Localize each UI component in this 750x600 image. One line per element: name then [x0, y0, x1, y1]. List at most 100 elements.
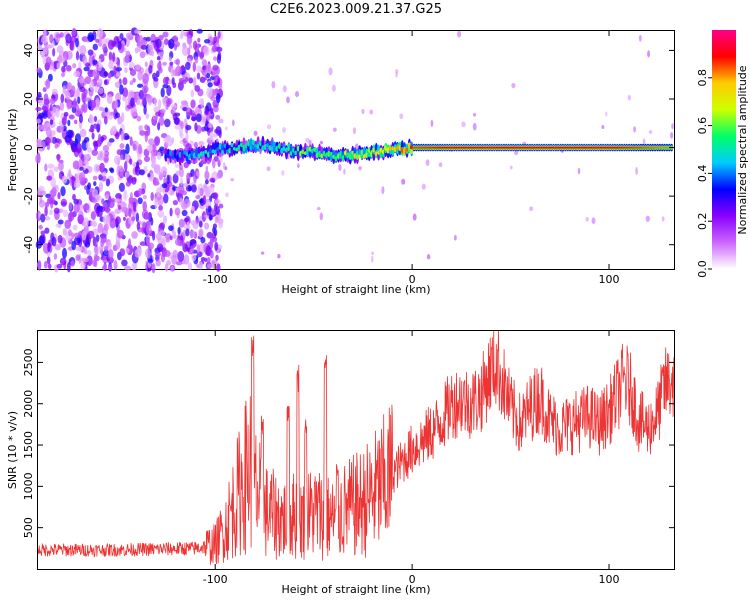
- heatmap-cell: [168, 38, 175, 50]
- heatmap-cell: [199, 51, 204, 60]
- heatmap-cell: [66, 99, 71, 110]
- heatmap-cell: [632, 146, 636, 149]
- heatmap-cell: [232, 147, 237, 151]
- heatmap-cell: [177, 251, 185, 262]
- heatmap-cell: [158, 205, 163, 211]
- heatmap-cell: [129, 68, 137, 77]
- heatmap-cell: [216, 263, 221, 272]
- heatmap-cell: [191, 254, 197, 262]
- heatmap-cell: [145, 113, 150, 119]
- heatmap-cell: [171, 254, 178, 265]
- heatmap-cell: [665, 146, 669, 149]
- heatmap-cell: [122, 216, 127, 221]
- heatmap-cell: [181, 209, 188, 217]
- heatmap-cell: [146, 144, 153, 152]
- heatmap-cell: [190, 116, 197, 121]
- heatmap-cell: [431, 146, 435, 149]
- heatmap-cell: [266, 124, 272, 130]
- heatmap-cell: [237, 144, 241, 150]
- heatmap-cell: [156, 151, 162, 160]
- colorbar-tick-label: 0.8: [696, 69, 709, 87]
- heatmap-cell: [104, 150, 110, 157]
- heatmap-cell: [301, 149, 305, 154]
- heatmap-cell: [87, 182, 92, 190]
- heatmap-cell: [275, 145, 279, 152]
- heatmap-cell: [179, 197, 184, 206]
- heatmap-cell: [313, 147, 317, 152]
- heatmap-cell: [192, 40, 198, 50]
- heatmap-cell: [141, 96, 146, 106]
- heatmap-cell: [84, 97, 91, 102]
- heatmap-cell: [138, 169, 145, 176]
- heatmap-cell: [134, 47, 139, 54]
- heatmap-cell: [386, 147, 390, 154]
- heatmap-cell: [39, 195, 43, 204]
- heatmap-cell: [492, 146, 496, 149]
- heatmap-cell: [200, 256, 206, 262]
- heatmap-cell: [56, 45, 64, 54]
- heatmap-cell: [139, 51, 146, 59]
- heatmap-cell: [129, 191, 133, 203]
- heatmap-cell: [339, 151, 343, 157]
- heatmap-cell: [662, 146, 667, 149]
- figure-title: C2E6.2023.009.21.37.G25: [270, 2, 442, 17]
- heatmap-cell: [57, 234, 63, 244]
- heatmap-cell: [320, 153, 324, 159]
- heatmap-cell: [613, 146, 617, 149]
- heatmap-cell: [188, 185, 192, 192]
- heatmap-cell: [353, 153, 357, 159]
- heatmap-cell: [92, 228, 100, 235]
- heatmap-cell: [124, 67, 128, 74]
- heatmap-cell: [55, 223, 62, 228]
- y-tick-label: 500: [22, 517, 35, 538]
- heatmap-cell: [183, 198, 191, 208]
- heatmap-cell: [587, 146, 591, 149]
- heatmap-cell: [596, 146, 601, 149]
- heatmap-cell: [466, 146, 470, 149]
- heatmap-cell: [537, 146, 541, 149]
- heatmap-cell: [93, 181, 97, 187]
- heatmap-cell: [205, 186, 211, 197]
- heatmap-cell: [195, 170, 200, 177]
- heatmap-cell: [45, 78, 51, 90]
- heatmap-cell: [331, 84, 336, 92]
- heatmap-cell: [64, 91, 71, 100]
- heatmap-cell: [53, 166, 59, 172]
- heatmap-cell: [277, 143, 281, 149]
- heatmap-cell: [661, 216, 665, 222]
- heatmap-cell: [224, 166, 228, 171]
- heatmap-cell: [218, 203, 224, 209]
- heatmap-cell: [44, 44, 48, 55]
- heatmap-cell: [154, 136, 161, 146]
- heatmap-cell: [123, 161, 128, 172]
- heatmap-cell: [76, 87, 81, 99]
- heatmap-cell: [179, 132, 184, 139]
- heatmap-cell: [52, 48, 56, 57]
- heatmap-cell: [211, 158, 216, 169]
- heatmap-cell: [56, 153, 60, 162]
- heatmap-cell: [92, 59, 98, 65]
- heatmap-cell: [158, 117, 165, 126]
- heatmap-cell: [204, 179, 209, 185]
- heatmap-cell: [499, 146, 504, 149]
- heatmap-cell: [162, 215, 168, 224]
- heatmap-cell: [142, 72, 149, 84]
- heatmap-cell: [190, 205, 195, 211]
- heatmap-cell: [37, 185, 45, 192]
- heatmap-cell: [105, 205, 110, 214]
- heatmap-cell: [79, 128, 87, 138]
- heatmap-cell: [204, 110, 209, 116]
- heatmap-cell: [184, 76, 189, 82]
- heatmap-cell: [125, 247, 130, 254]
- heatmap-cell: [169, 207, 173, 217]
- heatmap-cell: [561, 146, 565, 149]
- colorbar-tick-label: 0.4: [696, 165, 709, 183]
- heatmap-cell: [142, 221, 147, 229]
- heatmap-cell: [153, 77, 159, 82]
- heatmap-cell: [150, 192, 154, 201]
- heatmap-cell: [190, 220, 197, 226]
- heatmap-cell: [134, 249, 142, 258]
- heatmap-cell: [625, 146, 629, 149]
- y-tick-label: 40: [22, 43, 35, 57]
- heatmap-cell: [95, 234, 100, 243]
